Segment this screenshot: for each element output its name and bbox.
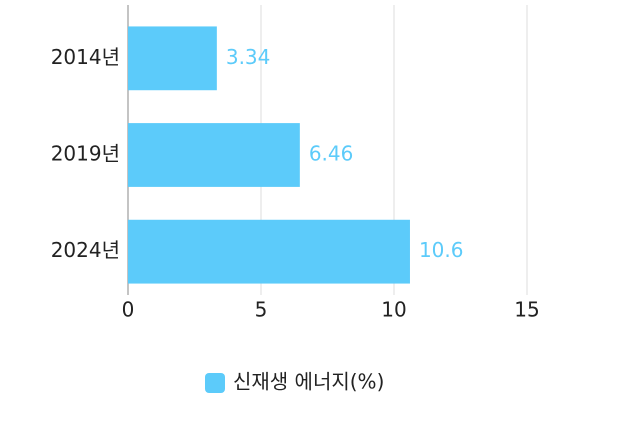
y-tick-label: 2024년 <box>51 238 120 262</box>
x-tick-label: 5 <box>255 298 268 322</box>
value-label: 10.6 <box>419 238 464 262</box>
legend-swatch <box>205 373 225 393</box>
legend-label: 신재생 에너지(%) <box>233 370 384 394</box>
x-tick-label: 0 <box>122 298 135 322</box>
x-tick-label: 10 <box>381 298 406 322</box>
bar <box>128 123 300 187</box>
y-tick-label: 2014년 <box>51 45 120 69</box>
bar <box>128 26 217 91</box>
value-label: 6.46 <box>309 142 354 166</box>
y-tick-label: 2019년 <box>51 142 120 166</box>
value-label: 3.34 <box>226 45 271 69</box>
x-tick-label: 15 <box>514 298 539 322</box>
bar <box>128 219 410 284</box>
